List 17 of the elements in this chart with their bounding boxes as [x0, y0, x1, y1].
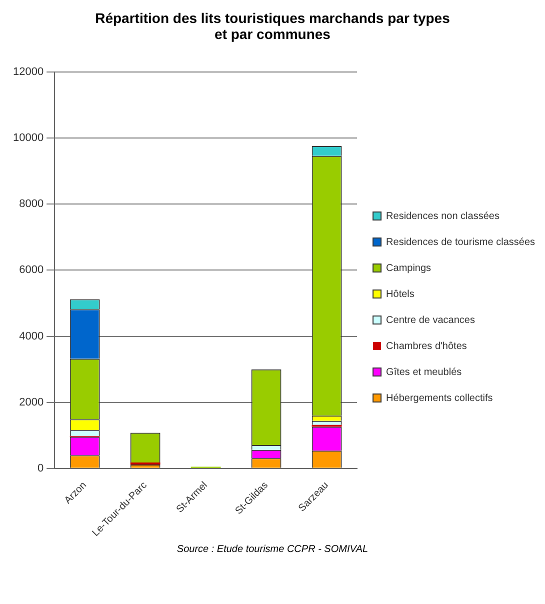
legend-label: Residences de tourisme classées [386, 236, 536, 248]
legend-label: Residences non classées [386, 210, 500, 222]
legend-label: Hôtels [386, 288, 414, 300]
y-tick-label: 0 [37, 462, 44, 474]
legend-label: Gîtes et meublés [386, 366, 462, 378]
y-tick-label: 6000 [19, 264, 44, 276]
source-note: Source : Etude tourisme CCPR - SOMIVAL [176, 544, 370, 555]
legend-label: Chambres d'hôtes [386, 340, 467, 352]
y-tick-label: 4000 [19, 330, 44, 342]
y-tick-label: 8000 [19, 198, 44, 210]
y-tick-label: 2000 [19, 396, 44, 408]
y-tick-label: 10000 [12, 132, 44, 144]
chart-title: Répartition des lits touristiques marchands par types et par communes [94, 10, 451, 42]
legend-label: Campings [386, 262, 432, 274]
legend-label: Hébergements collectifs [386, 392, 493, 404]
y-tick-label: 12000 [12, 66, 44, 78]
legend-label: Centre de vacances [386, 314, 475, 326]
